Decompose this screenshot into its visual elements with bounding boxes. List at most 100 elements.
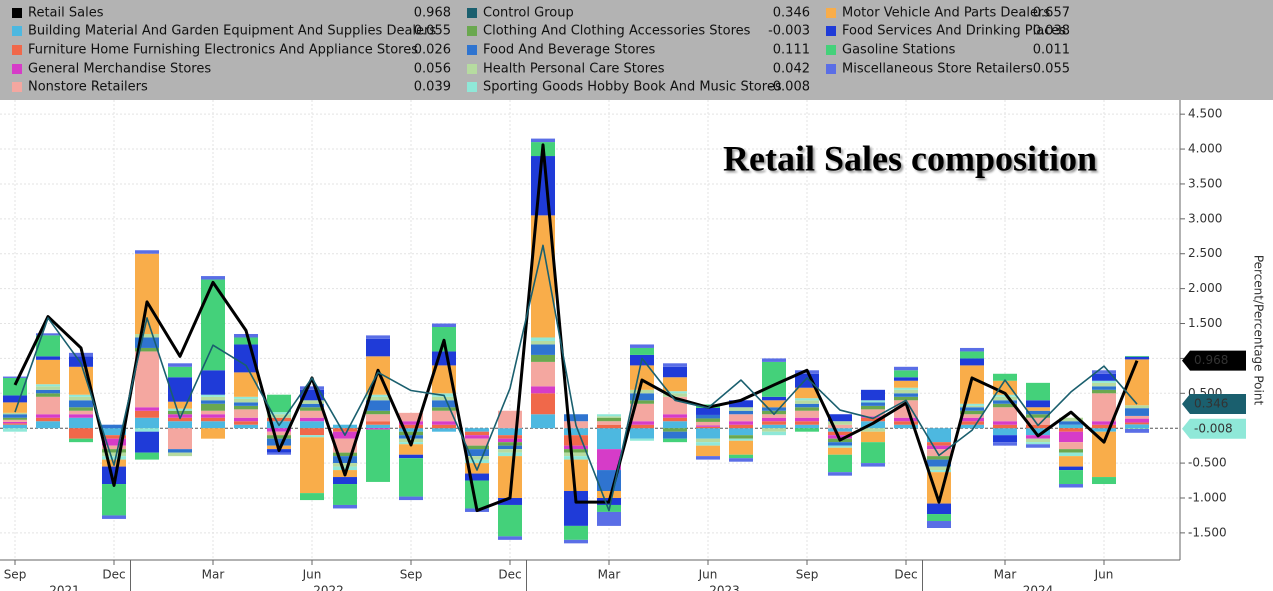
bar-segment (630, 428, 654, 439)
bar-segment (234, 372, 258, 397)
bar-segment (1092, 393, 1116, 422)
bar-segment (234, 424, 258, 429)
bar-segment (234, 396, 258, 399)
bar-segment (1059, 424, 1083, 429)
bar-segment (102, 456, 126, 460)
bar-segment (3, 428, 27, 432)
bar-segment (168, 410, 192, 415)
bar-segment (630, 389, 654, 394)
bar-segment (168, 452, 192, 457)
bar-segment (366, 429, 390, 482)
bar-segment (927, 466, 951, 471)
bar-segment (102, 428, 126, 436)
bar-segment (762, 428, 786, 432)
bar-segment (1059, 421, 1083, 425)
bar-segment (729, 410, 753, 415)
bar-segment (498, 428, 522, 436)
bar-segment (399, 412, 423, 422)
bar-segment (927, 445, 951, 450)
bar-segment (300, 437, 324, 494)
bar-segment (993, 407, 1017, 422)
bar-segment (1092, 380, 1116, 383)
bar-segment (762, 421, 786, 425)
value-tag (1182, 418, 1246, 439)
legend-value: 0.111 (773, 43, 810, 58)
bar-segment (696, 428, 720, 439)
bar-segment (102, 438, 126, 446)
value-tag-label: -0.008 (1194, 421, 1233, 435)
bar-segment (729, 421, 753, 425)
legend-label: Building Material And Garden Equipment A… (28, 24, 436, 39)
bar-segment (729, 454, 753, 459)
bar-segment (729, 407, 753, 411)
bar-segment (1059, 456, 1083, 467)
bar-segment (267, 428, 291, 432)
bar-segment (234, 405, 258, 410)
bar-segment (564, 445, 588, 450)
legend-swatch (467, 82, 477, 92)
bar-segment (1125, 418, 1149, 423)
x-tick-label: Dec (102, 568, 125, 582)
bar-segment (663, 438, 687, 443)
legend-label: Gasoline Stations (842, 43, 956, 58)
bar-segment (498, 452, 522, 457)
bar-segment (267, 452, 291, 455)
legend-swatch (826, 8, 836, 18)
y-tick-label: 2.000 (1188, 281, 1222, 295)
bar-segment (102, 452, 126, 457)
bar-segment (135, 452, 159, 460)
legend-label: Sporting Goods Hobby Book And Music Stor… (483, 80, 782, 95)
bar-segment (168, 449, 192, 453)
bar-segment (432, 323, 456, 328)
bar-segment (762, 358, 786, 362)
bar-segment (465, 435, 489, 439)
bar-segment (36, 421, 60, 429)
bar-segment (366, 424, 390, 429)
bar-segment (399, 421, 423, 425)
year-label: 2021 (49, 584, 80, 591)
bar-segment (630, 421, 654, 425)
legend-swatch (467, 26, 477, 36)
bar-segment (234, 421, 258, 425)
bar-segment (1125, 428, 1149, 429)
bar-segment (828, 431, 852, 436)
bar-segment (201, 421, 225, 429)
bar-segment (465, 459, 489, 464)
bar-segment (333, 424, 357, 429)
bar-segment (663, 391, 687, 394)
bar-segment (201, 396, 225, 401)
bar-segment (366, 400, 390, 411)
bar-segment (960, 421, 984, 425)
bar-segment (564, 452, 588, 457)
bar-segment (927, 521, 951, 528)
bar-segment (201, 370, 225, 395)
bar-segment (465, 456, 489, 460)
bar-segment (3, 423, 27, 425)
bar-segment (135, 337, 159, 348)
bar-segment (3, 402, 27, 413)
bar-segment (861, 389, 885, 401)
bar-segment (69, 400, 93, 408)
bar-segment (69, 414, 93, 418)
bar-segment (102, 515, 126, 519)
bar-segment (531, 354, 555, 362)
bar-segment (762, 424, 786, 429)
bar-segment (564, 435, 588, 446)
series-line (14, 244, 1138, 512)
bar-segment (1026, 410, 1050, 415)
bar-segment (894, 417, 918, 422)
bar-segment (927, 442, 951, 446)
bar-segment (201, 428, 225, 439)
bar-segment (597, 449, 621, 471)
bar-segment (498, 449, 522, 453)
bar-segment (366, 410, 390, 415)
bar-segment (531, 156, 555, 216)
bar-segment (1026, 414, 1050, 418)
bar-segment (432, 428, 456, 432)
legend-value: 0.056 (414, 62, 451, 77)
legend-label: Health Personal Care Stores (483, 62, 665, 77)
bar-segment (1092, 424, 1116, 429)
bar-segment (267, 414, 291, 418)
bar-segment (1125, 405, 1149, 409)
bar-segment (1059, 417, 1083, 422)
